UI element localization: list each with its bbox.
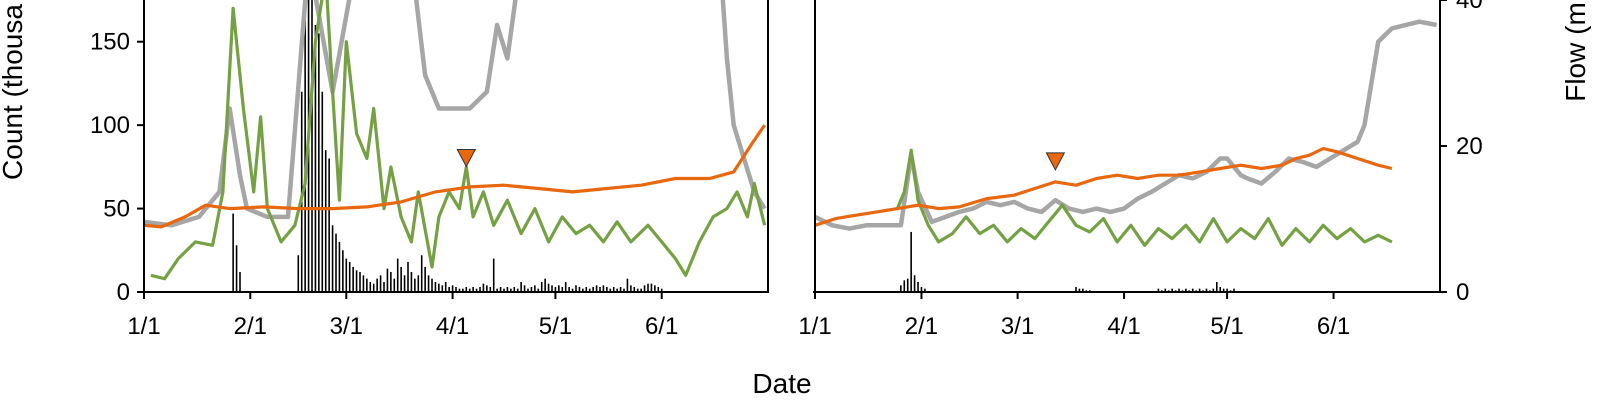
left-x-tick-label: 3/1	[330, 313, 363, 340]
left-x-tick-label: 2/1	[234, 313, 267, 340]
right-bars	[900, 231, 1235, 292]
left-y-tick-label: 50	[103, 196, 130, 223]
right-y2-tick-label: 40	[1456, 0, 1483, 14]
left-y-tick-label: 150	[90, 29, 130, 56]
right-x-tick-label: 4/1	[1107, 313, 1140, 340]
left-x-tick-label: 4/1	[436, 313, 469, 340]
right-x-tick-label: 1/1	[798, 313, 831, 340]
x-axis-title: Date	[752, 368, 811, 399]
left-series-orange	[144, 124, 766, 229]
left-x-tick-label: 1/1	[127, 313, 160, 340]
left-marker-triangle	[456, 149, 477, 168]
left-y-tick-label: 0	[117, 279, 130, 306]
right-series-orange	[815, 146, 1393, 227]
y-axis-title-left: Count (thousa	[0, 4, 28, 180]
right-y2-tick-label: 20	[1456, 133, 1483, 160]
right-x-tick-label: 5/1	[1210, 313, 1243, 340]
left-x-tick-label: 6/1	[645, 313, 678, 340]
left-panel: 1/1 2/1 3/1 4/1 5/1 6/1 0 50 100 150	[90, 0, 769, 340]
left-series-green	[150, 0, 767, 281]
right-series-gray	[815, 19, 1438, 231]
left-bars	[232, 0, 663, 292]
left-x-tick-label: 5/1	[539, 313, 572, 340]
right-y2-tick-label: 0	[1456, 279, 1469, 306]
right-x-tick-label: 6/1	[1317, 313, 1350, 340]
right-x-tick-label: 2/1	[905, 313, 938, 340]
left-series-gray	[144, 0, 767, 228]
y-axis-title-right: Flow (m	[1560, 2, 1591, 102]
right-panel: 1/1 2/1 3/1 4/1 5/1 6/1 0 20 40	[798, 0, 1483, 340]
right-series-green	[895, 148, 1393, 247]
left-y-tick-label: 100	[90, 112, 130, 139]
right-marker-triangle	[1045, 152, 1066, 171]
right-x-tick-label: 3/1	[1001, 313, 1034, 340]
